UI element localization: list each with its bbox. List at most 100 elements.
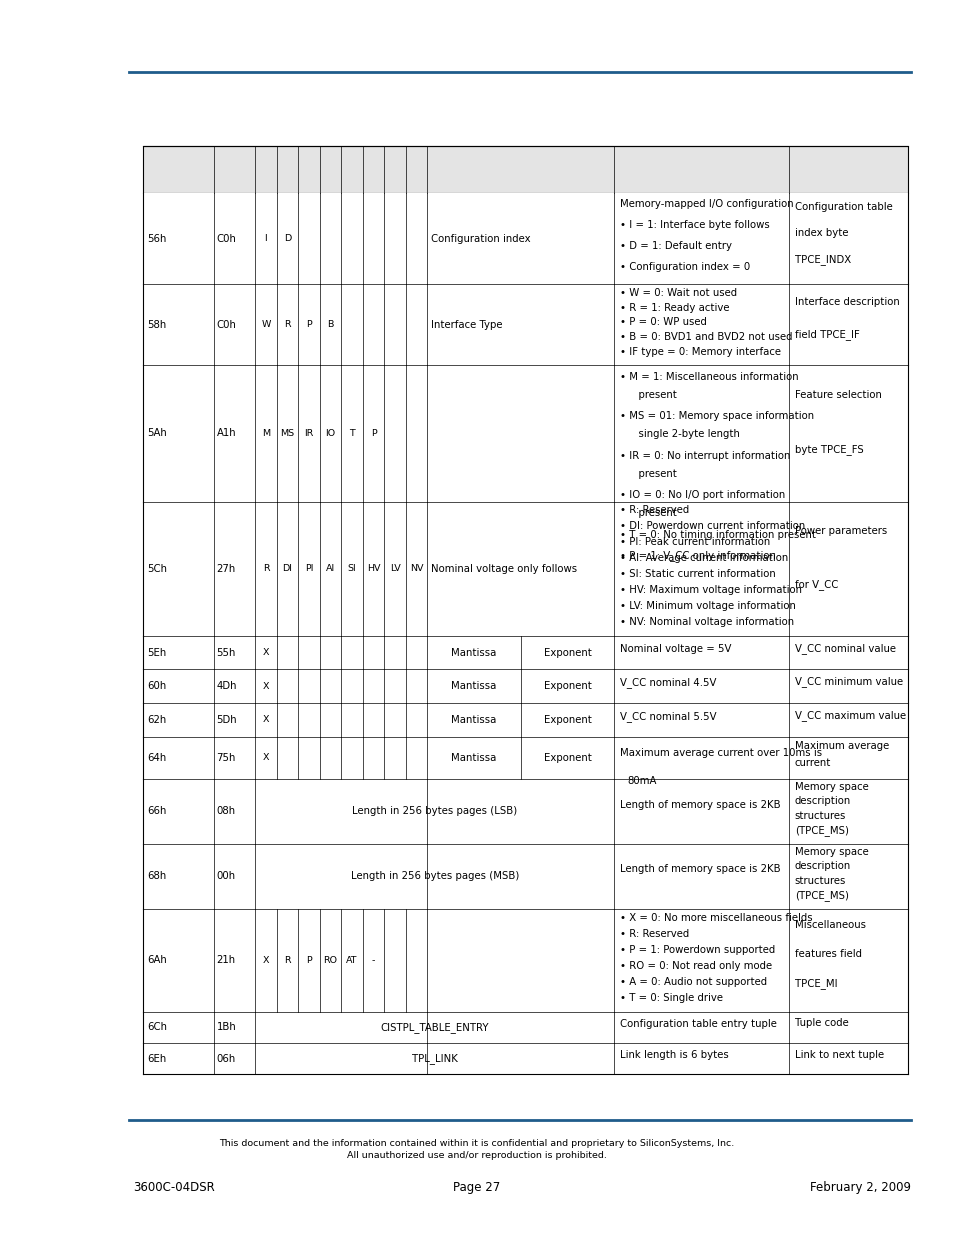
Text: features field: features field bbox=[794, 950, 861, 960]
Text: Exponent: Exponent bbox=[543, 715, 591, 725]
Text: Exponent: Exponent bbox=[543, 647, 591, 657]
Text: • AI: Average current information: • AI: Average current information bbox=[619, 553, 787, 563]
Bar bbox=[143, 909, 907, 1011]
Text: All unauthorized use and/or reproduction is prohibited.: All unauthorized use and/or reproduction… bbox=[347, 1151, 606, 1160]
Text: Link to next tuple: Link to next tuple bbox=[794, 1050, 882, 1060]
Text: • W = 0: Wait not used: • W = 0: Wait not used bbox=[619, 288, 737, 298]
Text: NV: NV bbox=[410, 564, 423, 573]
Text: 55h: 55h bbox=[216, 647, 235, 657]
Bar bbox=[143, 1044, 907, 1074]
Text: Nominal voltage = 5V: Nominal voltage = 5V bbox=[619, 643, 731, 655]
Text: R: R bbox=[284, 320, 291, 330]
Text: • Configuration index = 0: • Configuration index = 0 bbox=[619, 262, 750, 272]
Text: 80mA: 80mA bbox=[627, 776, 657, 785]
Text: AT: AT bbox=[346, 956, 357, 965]
Text: Miscellaneous: Miscellaneous bbox=[794, 920, 864, 930]
Text: 3600C-04DSR: 3600C-04DSR bbox=[133, 1181, 215, 1194]
Text: 62h: 62h bbox=[147, 715, 166, 725]
Text: • P = 0: WP used: • P = 0: WP used bbox=[619, 317, 706, 327]
Text: V_CC minimum value: V_CC minimum value bbox=[794, 677, 902, 687]
Text: 75h: 75h bbox=[216, 753, 235, 763]
Text: • P = 1: Powerdown supported: • P = 1: Powerdown supported bbox=[619, 945, 775, 955]
Text: • T = 0: No timing information present: • T = 0: No timing information present bbox=[619, 530, 815, 540]
Text: Feature selection: Feature selection bbox=[794, 390, 881, 400]
Text: • NV: Nominal voltage information: • NV: Nominal voltage information bbox=[619, 618, 794, 627]
Text: structures: structures bbox=[794, 811, 845, 821]
Text: Configuration table: Configuration table bbox=[794, 203, 891, 212]
Text: 6Ah: 6Ah bbox=[147, 956, 167, 966]
Text: Mantissa: Mantissa bbox=[451, 682, 497, 692]
Text: Memory space: Memory space bbox=[794, 847, 867, 857]
Text: HV: HV bbox=[367, 564, 380, 573]
Text: 08h: 08h bbox=[216, 806, 235, 816]
Text: single 2-byte length: single 2-byte length bbox=[631, 430, 739, 440]
Text: February 2, 2009: February 2, 2009 bbox=[809, 1181, 910, 1194]
Text: AI: AI bbox=[326, 564, 335, 573]
Text: -: - bbox=[372, 956, 375, 965]
Text: P: P bbox=[306, 956, 312, 965]
Text: Exponent: Exponent bbox=[543, 682, 591, 692]
Text: (TPCE_MS): (TPCE_MS) bbox=[794, 825, 848, 836]
Text: Link length is 6 bytes: Link length is 6 bytes bbox=[619, 1051, 728, 1061]
Text: • P = 1: V_CC only information: • P = 1: V_CC only information bbox=[619, 551, 775, 562]
Text: Length in 256 bytes pages (LSB): Length in 256 bytes pages (LSB) bbox=[352, 806, 517, 816]
Text: Maximum average: Maximum average bbox=[794, 741, 888, 751]
Text: C0h: C0h bbox=[216, 233, 236, 243]
Text: D: D bbox=[284, 235, 291, 243]
Text: • X = 0: No more miscellaneous fields: • X = 0: No more miscellaneous fields bbox=[619, 913, 812, 923]
Text: • R = 1: Ready active: • R = 1: Ready active bbox=[619, 303, 729, 312]
Text: V_CC nominal 5.5V: V_CC nominal 5.5V bbox=[619, 710, 716, 721]
Text: • M = 1: Miscellaneous information: • M = 1: Miscellaneous information bbox=[619, 372, 798, 382]
Text: Power parameters: Power parameters bbox=[794, 526, 886, 536]
Text: 1Bh: 1Bh bbox=[216, 1023, 236, 1032]
Text: X: X bbox=[262, 753, 269, 762]
Text: X: X bbox=[262, 715, 269, 724]
Text: B: B bbox=[327, 320, 334, 330]
Text: V_CC nominal 4.5V: V_CC nominal 4.5V bbox=[619, 677, 716, 688]
Text: X: X bbox=[262, 956, 269, 965]
Bar bbox=[143, 636, 907, 669]
Text: CISTPL_TABLE_ENTRY: CISTPL_TABLE_ENTRY bbox=[380, 1023, 489, 1032]
Text: Memory-mapped I/O configuration: Memory-mapped I/O configuration bbox=[619, 199, 793, 209]
Text: T: T bbox=[349, 429, 355, 437]
Text: I: I bbox=[264, 235, 267, 243]
Text: • IR = 0: No interrupt information: • IR = 0: No interrupt information bbox=[619, 451, 790, 461]
Bar bbox=[143, 146, 427, 193]
Bar bbox=[143, 669, 907, 703]
Text: P: P bbox=[371, 429, 376, 437]
Text: 6Eh: 6Eh bbox=[147, 1053, 166, 1063]
Text: 06h: 06h bbox=[216, 1053, 235, 1063]
Text: This document and the information contained within it is confidential and propri: This document and the information contai… bbox=[219, 1139, 734, 1147]
Text: description: description bbox=[794, 797, 850, 806]
Text: Interface Type: Interface Type bbox=[431, 320, 502, 330]
Text: Nominal voltage only follows: Nominal voltage only follows bbox=[431, 563, 577, 573]
Bar bbox=[143, 703, 907, 736]
Text: for V_CC: for V_CC bbox=[794, 579, 837, 590]
Text: 6Ch: 6Ch bbox=[147, 1023, 167, 1032]
Bar bbox=[143, 284, 907, 366]
Text: 4Dh: 4Dh bbox=[216, 682, 236, 692]
Text: IR: IR bbox=[304, 429, 314, 437]
Text: description: description bbox=[794, 861, 850, 871]
Text: A1h: A1h bbox=[216, 429, 236, 438]
Text: • A = 0: Audio not supported: • A = 0: Audio not supported bbox=[619, 977, 766, 987]
Text: • IF type = 0: Memory interface: • IF type = 0: Memory interface bbox=[619, 347, 781, 357]
Bar bbox=[143, 736, 907, 779]
Text: • I = 1: Interface byte follows: • I = 1: Interface byte follows bbox=[619, 220, 769, 230]
Text: 5Eh: 5Eh bbox=[147, 647, 166, 657]
Text: current: current bbox=[794, 758, 830, 768]
Text: present: present bbox=[631, 509, 676, 519]
Text: P: P bbox=[306, 320, 312, 330]
Text: V_CC nominal value: V_CC nominal value bbox=[794, 642, 895, 653]
Text: C0h: C0h bbox=[216, 320, 236, 330]
Bar bbox=[143, 501, 907, 636]
Text: Mantissa: Mantissa bbox=[451, 715, 497, 725]
Text: V_CC maximum value: V_CC maximum value bbox=[794, 710, 904, 721]
Bar bbox=[143, 844, 907, 909]
Bar bbox=[143, 146, 907, 193]
Text: • LV: Minimum voltage information: • LV: Minimum voltage information bbox=[619, 601, 795, 611]
Text: 27h: 27h bbox=[216, 563, 235, 573]
Text: TPL_LINK: TPL_LINK bbox=[412, 1053, 457, 1065]
Text: Mantissa: Mantissa bbox=[451, 647, 497, 657]
Text: • R: Reserved: • R: Reserved bbox=[619, 929, 689, 939]
